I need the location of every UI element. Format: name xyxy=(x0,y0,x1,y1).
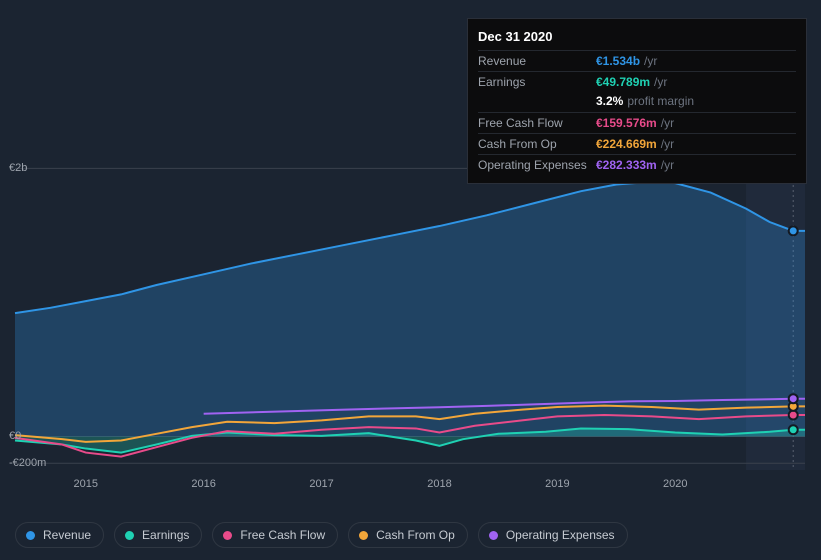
tooltip-row-revenue: Revenue €1.534b /yr xyxy=(478,50,796,71)
tooltip-value: €49.789m xyxy=(596,74,650,90)
tooltip-value: €1.534b xyxy=(596,53,640,69)
tooltip-row-margin: 3.2% profit margin xyxy=(478,92,796,112)
legend-item-fcf[interactable]: Free Cash Flow xyxy=(212,522,338,548)
legend-dot-icon xyxy=(26,531,35,540)
legend-dot-icon xyxy=(489,531,498,540)
y-axis-label: €0 xyxy=(9,430,14,442)
tooltip-row-cfo: Cash From Op €224.669m /yr xyxy=(478,133,796,154)
legend-item-opex[interactable]: Operating Expenses xyxy=(478,522,628,548)
tooltip-label: Cash From Op xyxy=(478,136,596,152)
legend-label: Free Cash Flow xyxy=(240,528,325,542)
tooltip-row-opex: Operating Expenses €282.333m /yr xyxy=(478,154,796,175)
tooltip-row-earnings: Earnings €49.789m /yr xyxy=(478,71,796,92)
tooltip-value: €282.333m xyxy=(596,157,657,173)
legend-dot-icon xyxy=(359,531,368,540)
tooltip-value: €159.576m xyxy=(596,115,657,131)
legend-item-revenue[interactable]: Revenue xyxy=(15,522,104,548)
tooltip-unit: /yr xyxy=(661,115,674,131)
tooltip-margin-pct: 3.2% xyxy=(596,94,623,108)
legend-item-earnings[interactable]: Earnings xyxy=(114,522,202,548)
financials-chart[interactable] xyxy=(15,155,805,470)
y-axis-label: -€200m xyxy=(9,457,14,469)
legend-label: Cash From Op xyxy=(376,528,455,542)
x-axis-label: 2019 xyxy=(545,478,569,490)
legend-label: Operating Expenses xyxy=(506,528,615,542)
x-axis-label: 2018 xyxy=(427,478,451,490)
x-axis-label: 2015 xyxy=(73,478,97,490)
tooltip-label: Operating Expenses xyxy=(478,157,596,173)
x-axis-label: 2017 xyxy=(309,478,333,490)
tooltip-label: Earnings xyxy=(478,74,596,90)
legend-dot-icon xyxy=(125,531,134,540)
x-axis-label: 2016 xyxy=(191,478,215,490)
tooltip-margin-text: profit margin xyxy=(627,94,694,108)
tooltip-date: Dec 31 2020 xyxy=(478,25,796,50)
legend-label: Earnings xyxy=(142,528,189,542)
tooltip-unit: /yr xyxy=(644,53,657,69)
chart-legend: Revenue Earnings Free Cash Flow Cash From O… xyxy=(15,522,628,548)
tooltip-value: €224.669m xyxy=(596,136,657,152)
tooltip-unit: /yr xyxy=(661,157,674,173)
chart-tooltip: Dec 31 2020 Revenue €1.534b /yr Earnings… xyxy=(467,18,807,184)
tooltip-label: Revenue xyxy=(478,53,596,69)
tooltip-unit: /yr xyxy=(654,74,667,90)
legend-dot-icon xyxy=(223,531,232,540)
legend-item-cfo[interactable]: Cash From Op xyxy=(348,522,468,548)
tooltip-unit: /yr xyxy=(661,136,674,152)
tooltip-row-fcf: Free Cash Flow €159.576m /yr xyxy=(478,112,796,133)
x-axis-label: 2020 xyxy=(663,478,687,490)
y-axis-label: €2b xyxy=(9,162,14,174)
tooltip-label: Free Cash Flow xyxy=(478,115,596,131)
legend-label: Revenue xyxy=(43,528,91,542)
